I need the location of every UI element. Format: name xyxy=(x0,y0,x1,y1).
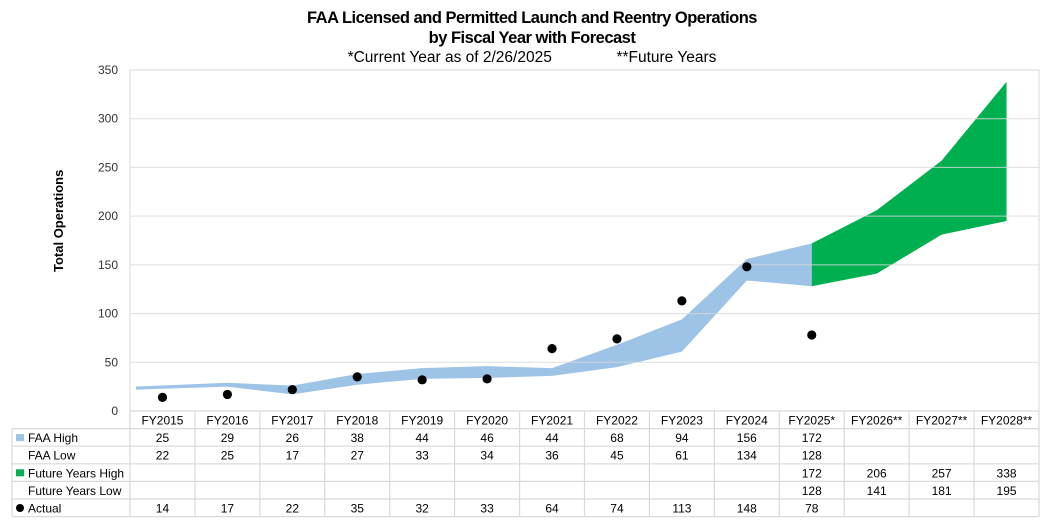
data-label: 64 xyxy=(545,502,559,516)
data-label: 44 xyxy=(545,431,559,445)
actual-point xyxy=(612,334,622,344)
x-tick-label: FY2021 xyxy=(531,414,573,428)
y-tick-label: 350 xyxy=(98,63,118,77)
data-label: 46 xyxy=(480,431,494,445)
data-label: 26 xyxy=(286,431,300,445)
legend-label: Future Years Low xyxy=(28,484,122,498)
legend-label: Actual xyxy=(28,502,61,516)
legend-label: FAA Low xyxy=(28,449,76,463)
legend-key-actual xyxy=(16,504,24,512)
x-tick-label: FY2018 xyxy=(336,414,378,428)
data-label: 68 xyxy=(610,431,624,445)
y-tick-label: 150 xyxy=(98,258,118,272)
data-label: 44 xyxy=(415,431,429,445)
data-label: 17 xyxy=(221,502,235,516)
data-label: 78 xyxy=(805,502,819,516)
x-tick-label: FY2015 xyxy=(141,414,183,428)
x-tick-label: FY2022 xyxy=(596,414,638,428)
data-label: 134 xyxy=(737,449,757,463)
legend-key-future-years-high xyxy=(16,469,24,477)
y-tick-label: 0 xyxy=(111,404,118,418)
x-tick-label: FY2028** xyxy=(981,414,1033,428)
data-label: 113 xyxy=(672,502,691,516)
data-label: 94 xyxy=(675,431,689,445)
actual-point xyxy=(677,296,687,306)
data-label: 338 xyxy=(997,466,1017,480)
data-label: 206 xyxy=(867,466,887,480)
x-tick-label: FY2024 xyxy=(726,414,768,428)
data-label: 22 xyxy=(156,449,170,463)
data-label: 38 xyxy=(351,431,365,445)
data-label: 128 xyxy=(802,484,822,498)
data-label: 45 xyxy=(610,449,624,463)
current-year-note: *Current Year as of 2/26/2025 xyxy=(347,49,552,66)
data-label: 141 xyxy=(867,484,887,498)
data-label: 25 xyxy=(156,431,170,445)
x-tick-label: FY2026** xyxy=(851,414,903,428)
y-tick-label: 50 xyxy=(105,355,119,369)
actual-point xyxy=(352,372,362,382)
x-tick-label: FY2025* xyxy=(788,414,835,428)
data-label: 32 xyxy=(415,502,429,516)
data-label: 27 xyxy=(351,449,365,463)
legend-label: Future Years High xyxy=(28,466,124,480)
data-label: 257 xyxy=(932,466,952,480)
y-tick-label: 250 xyxy=(98,160,118,174)
legend-label: FAA High xyxy=(28,431,78,445)
actual-point xyxy=(222,389,232,400)
data-label: 74 xyxy=(610,502,624,516)
data-label: 172 xyxy=(802,431,822,445)
area-future-years-high xyxy=(811,81,1007,287)
chart-subtitle: by Fiscal Year with Forecast xyxy=(428,29,636,47)
data-label: 181 xyxy=(932,484,952,498)
data-label: 33 xyxy=(415,449,429,463)
actual-point xyxy=(742,262,752,272)
data-label: 35 xyxy=(351,502,365,516)
data-label: 156 xyxy=(737,431,757,445)
data-label: 148 xyxy=(737,502,757,516)
actual-point xyxy=(482,374,492,384)
data-label: 33 xyxy=(480,502,494,516)
x-tick-label: FY2017 xyxy=(271,414,313,428)
data-label: 128 xyxy=(802,449,822,463)
data-label: 61 xyxy=(675,449,689,463)
data-label: 25 xyxy=(221,449,235,463)
data-label: 22 xyxy=(286,502,300,516)
x-tick-label: FY2027** xyxy=(916,414,968,428)
x-tick-label: FY2020 xyxy=(466,414,508,428)
data-label: 36 xyxy=(545,449,559,463)
data-label: 172 xyxy=(802,466,822,480)
actual-point xyxy=(417,375,427,385)
data-label: 14 xyxy=(156,502,170,516)
data-label: 17 xyxy=(286,449,300,463)
actual-point xyxy=(547,344,557,354)
actual-point xyxy=(807,330,817,340)
x-tick-label: FY2016 xyxy=(206,414,248,428)
data-label: 29 xyxy=(221,431,235,445)
y-tick-label: 200 xyxy=(98,209,118,223)
future-years-note: **Future Years xyxy=(616,49,717,66)
chart-title: FAA Licensed and Permitted Launch and Re… xyxy=(307,9,757,27)
data-label: 195 xyxy=(997,484,1017,498)
x-tick-label: FY2023 xyxy=(661,414,703,428)
legend-key-faa-high xyxy=(16,434,24,442)
data-label: 34 xyxy=(480,449,494,463)
area-faa-high xyxy=(136,243,812,395)
y-tick-label: 100 xyxy=(98,307,118,321)
x-tick-label: FY2019 xyxy=(401,414,443,428)
y-tick-label: 300 xyxy=(98,112,118,126)
actual-point xyxy=(157,392,168,402)
actual-point xyxy=(287,384,297,395)
chart-notes: *Current Year as of 2/26/2025 **Future Y… xyxy=(0,49,1064,67)
